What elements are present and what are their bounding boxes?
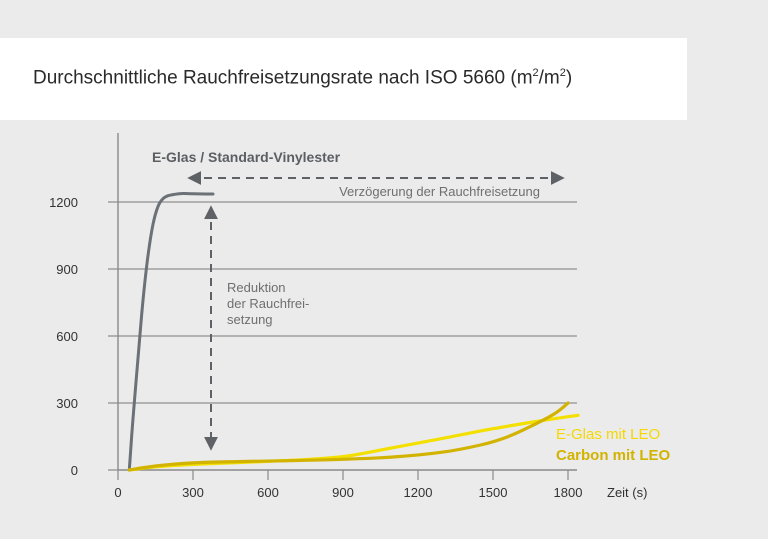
x-tick-label: 600 <box>257 485 279 500</box>
y-tick-label: 0 <box>71 463 78 478</box>
y-tick-label: 600 <box>56 329 78 344</box>
reduction-label-line: setzung <box>227 312 273 327</box>
title-end: ) <box>565 67 573 89</box>
y-tick-label: 1200 <box>49 195 78 210</box>
label-layer: 0 300 600 900 1200 0 300 600 900 1200 1500 1800 Zeit… <box>49 149 670 500</box>
axis-layer <box>108 133 569 480</box>
annotation-layer <box>187 171 565 451</box>
legend-label-carbon-leo: Carbon mit LEO <box>556 447 671 464</box>
x-tick-label: 1200 <box>404 485 433 500</box>
delay-label: Verzögerung der Rauchfreisetzung <box>339 184 540 199</box>
title-main: Durchschnittliche Rauchfreisetzungsrate … <box>33 67 533 89</box>
chart-title: Durchschnittliche Rauchfreisetzungsrate … <box>33 67 572 89</box>
series-line <box>127 401 570 472</box>
title-mid: /m <box>538 67 560 89</box>
title-sup-1: 2 <box>532 67 539 79</box>
grid-layer <box>118 201 577 471</box>
title-sup-2: 2 <box>559 67 566 79</box>
x-tick-label: 300 <box>182 485 204 500</box>
x-axis-label: Zeit (s) <box>607 485 647 500</box>
legend-label-eglas-leo: E-Glas mit LEO <box>556 426 660 443</box>
series-line <box>127 191 215 472</box>
series-title-label: E-Glas / Standard-Vinylester <box>152 149 341 165</box>
reduction-label-line: der Rauchfrei- <box>227 296 309 311</box>
x-tick-label: 1500 <box>479 485 508 500</box>
title-box <box>0 38 687 120</box>
x-tick-label: 0 <box>114 485 121 500</box>
x-tick-label: 900 <box>332 485 354 500</box>
y-tick-label: 300 <box>56 396 78 411</box>
reduction-label-line: Reduktion <box>227 280 286 295</box>
series-layer <box>127 191 580 472</box>
x-tick-label: 1800 <box>554 485 583 500</box>
y-tick-label: 900 <box>56 262 78 277</box>
